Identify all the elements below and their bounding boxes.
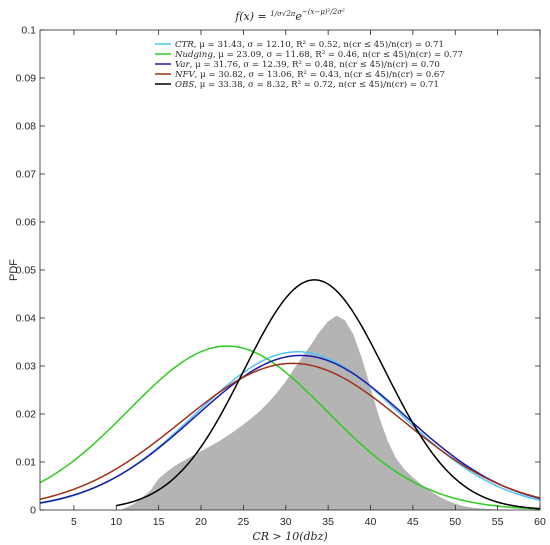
axis-ticks: 5 10 15 20 25 30 35 40 45 50 55 60 0 0.01 0.02 0.03 0.04… (16, 25, 546, 529)
curve-var (39, 354, 541, 504)
x-tick-label: 30 (280, 516, 292, 528)
x-tick-label: 60 (534, 516, 546, 528)
y-tick-label: 0.08 (16, 121, 37, 133)
y-tick-label: 0.09 (16, 73, 37, 85)
x-tick-label: 15 (153, 516, 165, 528)
y-tick-label: 0 (30, 505, 36, 517)
x-tick-label: 55 (492, 516, 504, 528)
y-tick-label: 0.05 (16, 265, 37, 277)
histogram (120, 315, 540, 510)
legend: CTR, μ = 31.43, σ = 12.10, R² = 0.52, n(… (153, 38, 463, 92)
chart-title: f(x) = 1/σ√2πe−(x−μ)²/2σ² (234, 8, 345, 23)
legend-entry-nudging: Nudging, μ = 23.09, σ = 11.68, R² = 0.46… (174, 49, 463, 60)
x-tick-label: 5 (71, 516, 77, 528)
y-tick-label: 0.07 (16, 169, 37, 181)
curve-nfv (39, 362, 541, 500)
y-tick-label: 0.02 (16, 409, 37, 421)
y-tick-label: 0.06 (16, 217, 37, 229)
x-tick-label: 40 (365, 516, 377, 528)
legend-box (153, 38, 437, 92)
histogram-area (120, 315, 540, 510)
legend-entry-obs: OBS, μ = 33.38, σ = 8.32, R² = 0.72, n(c… (175, 79, 439, 90)
y-tick-label: 0.03 (16, 361, 37, 373)
y-axis-label: PDF (8, 259, 20, 281)
pdf-curves (39, 279, 541, 510)
y-tick-label: 0.01 (16, 457, 37, 469)
x-tick-label: 50 (449, 516, 461, 528)
y-tick-label: 0.04 (16, 313, 37, 325)
legend-entry-nfv: NFV, μ = 30.82, σ = 13.06, R² = 0.43, n(… (174, 69, 445, 80)
y-tick-label: 0.1 (21, 25, 36, 37)
legend-entry-var: Var, μ = 31.76, σ = 12.39, R² = 0.48, n(… (175, 59, 440, 70)
x-tick-label: 25 (238, 516, 250, 528)
x-tick-label: 45 (407, 516, 419, 528)
curve-obs (116, 279, 541, 510)
x-tick-label: 20 (195, 516, 207, 528)
legend-entry-ctr: CTR, μ = 31.43, σ = 12.10, R² = 0.52, n(… (175, 39, 444, 50)
curve-nudging (39, 345, 541, 510)
x-tick-label: 35 (322, 516, 334, 528)
x-tick-label: 10 (110, 516, 122, 528)
x-axis-label: CR > 10(dbz) (252, 530, 327, 543)
